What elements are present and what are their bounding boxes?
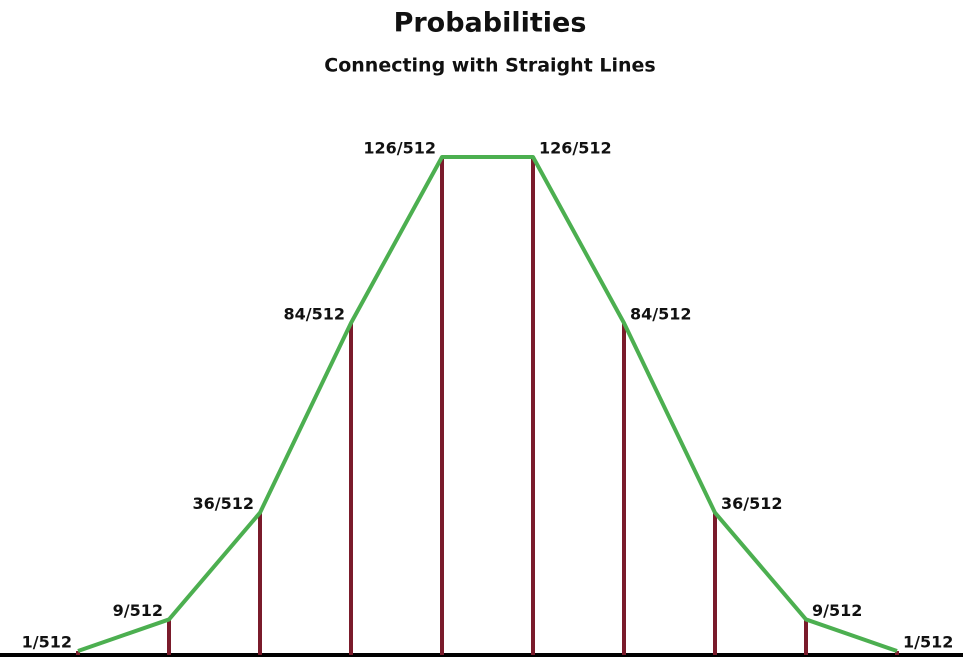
chart-title: Probabilities (394, 8, 587, 39)
value-label: 36/512 (192, 494, 254, 513)
chart-subtitle: Connecting with Straight Lines (324, 55, 655, 77)
value-label: 9/512 (812, 601, 862, 620)
value-label: 126/512 (539, 139, 612, 158)
value-label: 9/512 (113, 601, 163, 620)
value-label: 84/512 (283, 305, 345, 324)
probability-line (77, 155, 898, 653)
value-label: 1/512 (903, 633, 953, 652)
value-label: 126/512 (363, 139, 436, 158)
value-label: 1/512 (22, 633, 72, 652)
value-label: 84/512 (630, 305, 692, 324)
value-label: 36/512 (721, 494, 783, 513)
